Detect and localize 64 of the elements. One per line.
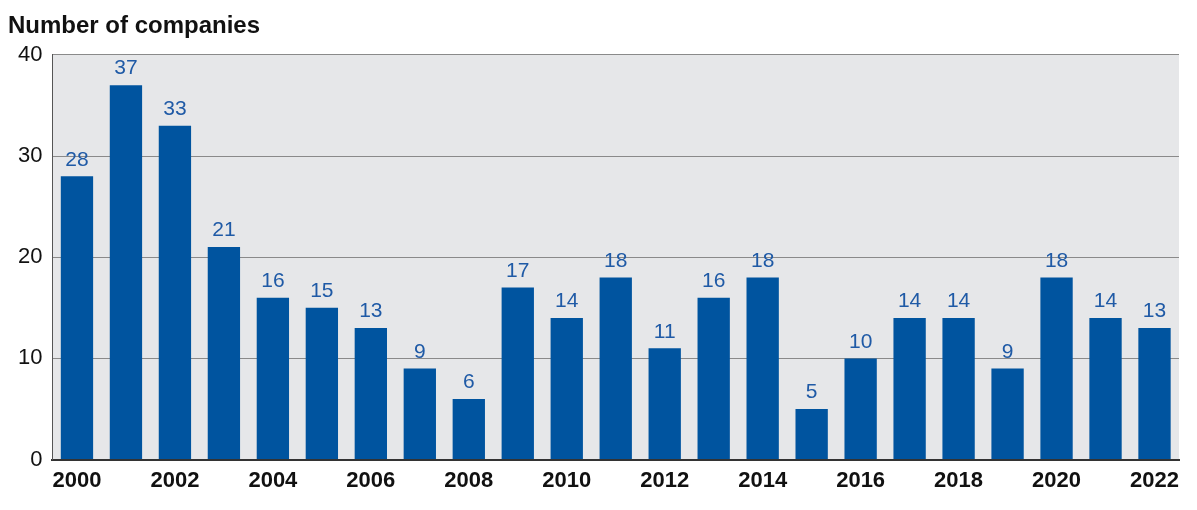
data-label: 14 xyxy=(946,288,971,312)
bar xyxy=(1138,328,1171,460)
y-tick-label: 20 xyxy=(17,243,43,269)
y-tick-label: 0 xyxy=(30,445,43,471)
data-label: 33 xyxy=(163,95,187,119)
bar xyxy=(158,125,192,460)
bar xyxy=(305,307,339,460)
x-tick-label: 2018 xyxy=(934,466,984,492)
bar xyxy=(648,348,681,460)
bar xyxy=(452,398,485,460)
bar xyxy=(60,176,94,460)
bar xyxy=(109,85,143,460)
x-tick-label: 2022 xyxy=(1130,466,1179,492)
data-label: 5 xyxy=(805,379,818,403)
bar xyxy=(795,409,828,460)
bar xyxy=(844,358,877,460)
bar xyxy=(942,317,975,460)
x-tick-label: 2006 xyxy=(346,466,396,492)
bar xyxy=(893,317,926,460)
x-tick-label: 2008 xyxy=(444,466,494,492)
data-label: 18 xyxy=(750,247,775,271)
data-label: 14 xyxy=(555,288,579,312)
data-label: 15 xyxy=(310,278,334,302)
data-label: 9 xyxy=(413,338,426,362)
bar xyxy=(550,317,583,460)
chart-title: Number of companies xyxy=(8,11,261,39)
x-tick-label: 2004 xyxy=(248,466,299,492)
x-tick-label: 2002 xyxy=(150,466,200,492)
x-tick-label: 2012 xyxy=(640,466,690,492)
bar xyxy=(207,247,241,460)
data-label: 10 xyxy=(848,328,873,352)
data-label: 18 xyxy=(604,247,628,271)
x-tick-label: 2016 xyxy=(836,466,886,492)
y-tick-label: 30 xyxy=(17,142,43,168)
bar xyxy=(501,287,534,460)
data-label: 14 xyxy=(897,288,922,312)
bar xyxy=(354,328,387,460)
data-label: 21 xyxy=(212,217,236,241)
data-label: 37 xyxy=(114,55,138,79)
bar xyxy=(746,277,779,460)
bar xyxy=(697,297,730,460)
data-label: 16 xyxy=(702,267,726,291)
data-label: 14 xyxy=(1093,288,1118,312)
data-label: 17 xyxy=(506,257,530,281)
bar xyxy=(991,368,1024,460)
y-tick-label: 10 xyxy=(17,344,43,370)
bar xyxy=(256,297,290,460)
data-label: 16 xyxy=(261,267,285,291)
data-label: 13 xyxy=(359,298,383,322)
bar xyxy=(1089,317,1122,460)
bar xyxy=(403,368,436,460)
bar xyxy=(599,277,632,460)
data-label: 28 xyxy=(65,146,89,170)
data-label: 6 xyxy=(462,369,475,393)
y-tick-label: 40 xyxy=(17,40,43,66)
x-tick-label: 2000 xyxy=(52,466,102,492)
x-tick-label: 2020 xyxy=(1032,466,1082,492)
data-label: 9 xyxy=(1001,338,1014,362)
data-label: 18 xyxy=(1044,247,1069,271)
x-tick-label: 2014 xyxy=(738,466,788,492)
data-label: 13 xyxy=(1142,298,1167,322)
data-label: 11 xyxy=(653,318,676,342)
x-tick-label: 2010 xyxy=(542,466,592,492)
bar xyxy=(1040,277,1073,460)
